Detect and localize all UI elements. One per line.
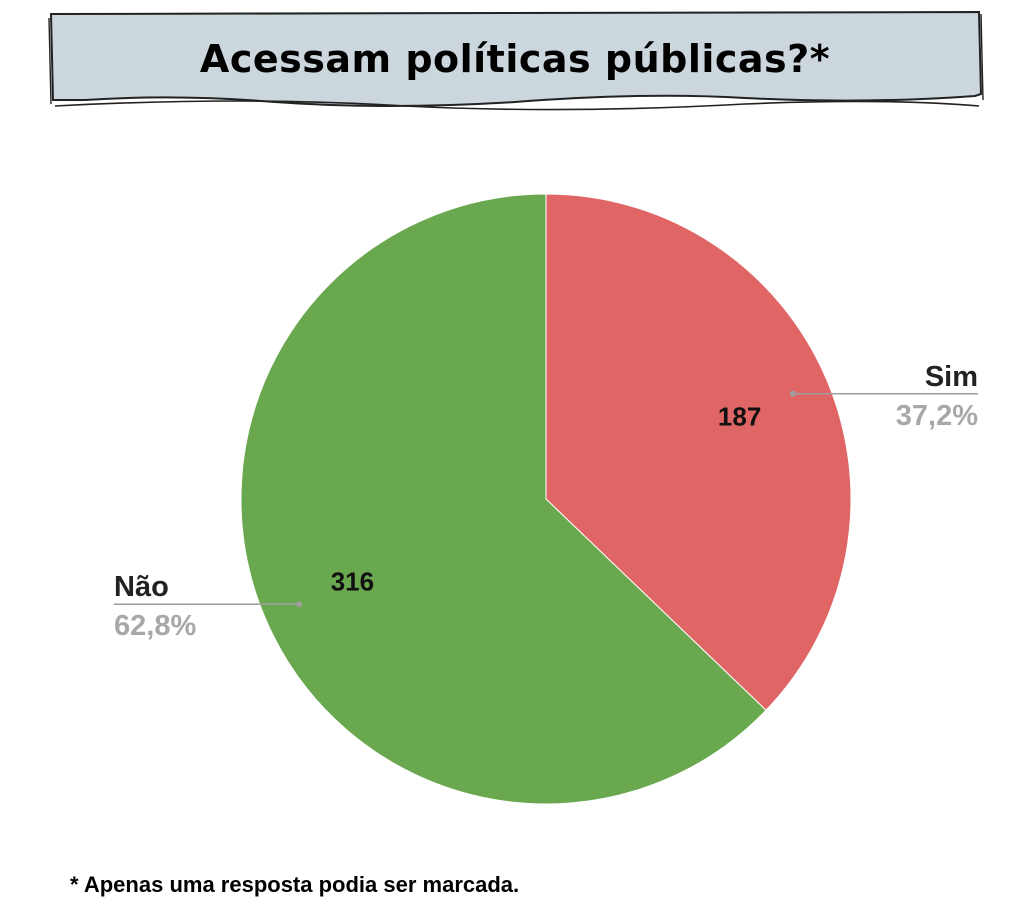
chart-title: Acessam políticas públicas?*: [199, 37, 831, 81]
title-banner-sketch-line: [54, 100, 980, 111]
footnote: * Apenas uma resposta podia ser marcada.: [70, 872, 520, 897]
value-label-no: 316: [331, 567, 374, 597]
category-label-sim: Sim: [925, 361, 978, 393]
category-label-no: Não: [114, 571, 169, 603]
percent-label-no: 62,8%: [114, 610, 196, 642]
title-banner-sketch-line-right: [980, 13, 984, 101]
title-banner: [48, 10, 984, 111]
percent-label-sim: 37,2%: [896, 400, 978, 432]
title-banner-sketch-line-left: [48, 17, 52, 105]
title-banner-shape: [49, 10, 983, 107]
pie-slice-no: [240, 193, 767, 805]
value-label-sim: 187: [718, 401, 761, 431]
pie-slice-sim: [545, 193, 852, 711]
